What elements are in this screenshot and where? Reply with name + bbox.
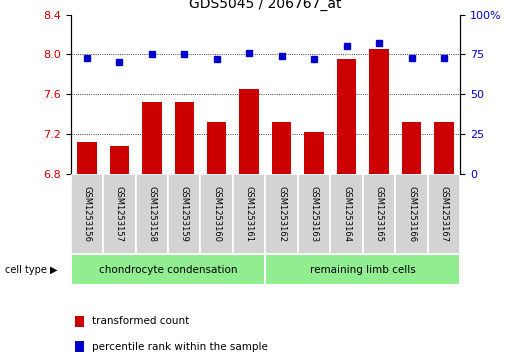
Bar xyxy=(266,174,298,254)
Bar xyxy=(304,132,324,174)
Bar xyxy=(298,174,331,254)
Bar xyxy=(207,122,226,174)
Bar xyxy=(175,102,194,174)
Bar xyxy=(337,60,356,174)
Bar xyxy=(233,174,266,254)
Bar xyxy=(142,102,162,174)
Text: transformed count: transformed count xyxy=(92,316,189,326)
Bar xyxy=(395,174,428,254)
Bar xyxy=(110,146,129,174)
Text: percentile rank within the sample: percentile rank within the sample xyxy=(92,342,268,352)
Text: GSM1253158: GSM1253158 xyxy=(147,186,156,242)
Text: GSM1253162: GSM1253162 xyxy=(277,186,286,242)
Bar xyxy=(71,174,103,254)
Text: GSM1253156: GSM1253156 xyxy=(82,186,92,242)
Text: GSM1253157: GSM1253157 xyxy=(115,186,124,242)
Bar xyxy=(168,174,200,254)
Bar xyxy=(266,254,460,285)
Bar xyxy=(74,316,84,327)
Text: GSM1253165: GSM1253165 xyxy=(374,186,383,242)
Bar xyxy=(363,174,395,254)
Text: GSM1253167: GSM1253167 xyxy=(439,186,449,242)
Text: GSM1253166: GSM1253166 xyxy=(407,186,416,242)
Title: GDS5045 / 206767_at: GDS5045 / 206767_at xyxy=(189,0,342,11)
Bar xyxy=(428,174,460,254)
Text: GSM1253163: GSM1253163 xyxy=(310,186,319,242)
Text: GSM1253161: GSM1253161 xyxy=(245,186,254,242)
Bar xyxy=(402,122,421,174)
Bar xyxy=(434,122,454,174)
Bar xyxy=(77,142,97,174)
Text: remaining limb cells: remaining limb cells xyxy=(310,265,416,274)
Bar xyxy=(369,49,389,174)
Text: GSM1253160: GSM1253160 xyxy=(212,186,221,242)
Bar xyxy=(74,341,84,352)
Bar xyxy=(272,122,291,174)
Bar xyxy=(200,174,233,254)
Text: chondrocyte condensation: chondrocyte condensation xyxy=(99,265,237,274)
Text: GSM1253159: GSM1253159 xyxy=(180,186,189,242)
Bar xyxy=(240,89,259,174)
Bar xyxy=(103,174,135,254)
Text: cell type ▶: cell type ▶ xyxy=(5,265,58,274)
Bar xyxy=(71,254,266,285)
Bar xyxy=(135,174,168,254)
Text: GSM1253164: GSM1253164 xyxy=(342,186,351,242)
Bar xyxy=(331,174,363,254)
